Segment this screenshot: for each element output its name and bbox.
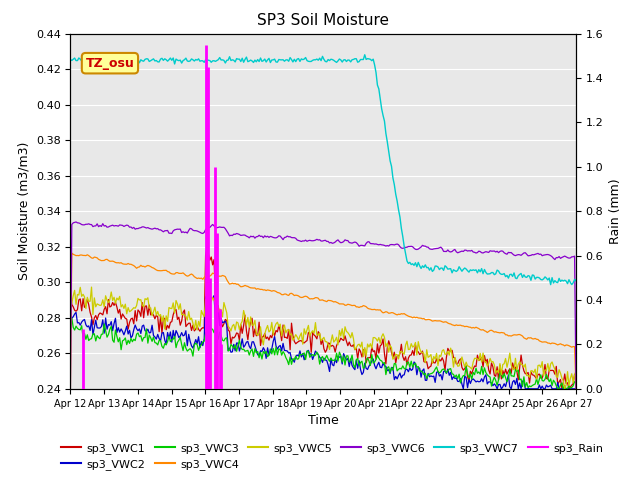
- Line: sp3_VWC3: sp3_VWC3: [70, 318, 576, 389]
- sp3_VWC7: [129, 60, 136, 65]
- sp3_VWC2: [460, 386, 467, 392]
- sp3_VWC1: [203, 244, 211, 250]
- sp3_VWC7: [243, 54, 250, 60]
- sp3_VWC2: [67, 321, 74, 327]
- Line: sp3_VWC4: sp3_VWC4: [70, 253, 576, 389]
- sp3_VWC4: [130, 263, 138, 268]
- sp3_VWC6: [244, 234, 252, 240]
- sp3_VWC2: [219, 320, 227, 326]
- sp3_VWC2: [244, 338, 252, 344]
- sp3_VWC3: [545, 379, 553, 384]
- sp3_VWC4: [219, 273, 227, 278]
- sp3_VWC4: [572, 386, 580, 392]
- Line: sp3_VWC6: sp3_VWC6: [70, 222, 576, 389]
- sp3_VWC2: [547, 383, 554, 388]
- sp3_VWC7: [67, 57, 74, 62]
- sp3_VWC1: [219, 324, 227, 330]
- sp3_VWC5: [130, 305, 138, 311]
- sp3_VWC4: [67, 386, 74, 392]
- sp3_VWC2: [289, 357, 297, 362]
- sp3_VWC1: [572, 374, 580, 380]
- sp3_VWC7: [572, 278, 580, 284]
- Text: TZ_osu: TZ_osu: [86, 57, 134, 70]
- sp3_VWC5: [236, 327, 243, 333]
- sp3_VWC6: [289, 235, 297, 240]
- sp3_VWC1: [545, 367, 553, 373]
- sp3_VWC7: [547, 282, 554, 288]
- sp3_VWC3: [219, 337, 227, 343]
- sp3_VWC3: [67, 325, 74, 331]
- sp3_VWC5: [561, 386, 568, 392]
- sp3_VWC4: [545, 340, 553, 346]
- sp3_VWC6: [236, 231, 243, 237]
- Legend: sp3_VWC1, sp3_VWC2, sp3_VWC3, sp3_VWC4, sp3_VWC5, sp3_VWC6, sp3_VWC7, sp3_Rain: sp3_VWC1, sp3_VWC2, sp3_VWC3, sp3_VWC4, …: [57, 438, 607, 474]
- sp3_VWC4: [289, 291, 297, 297]
- sp3_VWC2: [572, 386, 580, 392]
- sp3_VWC4: [236, 283, 243, 288]
- sp3_VWC5: [289, 337, 297, 343]
- sp3_VWC7: [234, 56, 242, 62]
- sp3_VWC1: [244, 337, 252, 343]
- sp3_VWC6: [130, 225, 138, 230]
- sp3_VWC6: [545, 252, 553, 258]
- sp3_VWC6: [572, 386, 580, 392]
- sp3_VWC5: [244, 314, 252, 320]
- sp3_VWC1: [129, 315, 136, 321]
- sp3_VWC7: [217, 57, 225, 63]
- sp3_VWC3: [556, 386, 563, 392]
- sp3_VWC4: [244, 284, 252, 289]
- sp3_VWC3: [236, 337, 243, 343]
- sp3_VWC7: [287, 57, 295, 62]
- Line: sp3_VWC2: sp3_VWC2: [70, 296, 576, 389]
- sp3_VWC3: [244, 348, 252, 353]
- Line: sp3_VWC1: sp3_VWC1: [70, 247, 576, 389]
- sp3_VWC6: [72, 219, 80, 225]
- sp3_VWC6: [67, 386, 74, 392]
- sp3_VWC1: [236, 337, 243, 343]
- sp3_VWC6: [219, 225, 227, 230]
- sp3_VWC5: [545, 369, 553, 374]
- sp3_VWC3: [130, 336, 138, 342]
- sp3_VWC5: [88, 284, 95, 290]
- sp3_VWC2: [210, 293, 218, 299]
- sp3_VWC7: [545, 275, 553, 281]
- Y-axis label: Soil Moisture (m3/m3): Soil Moisture (m3/m3): [17, 142, 30, 280]
- sp3_VWC1: [558, 386, 566, 392]
- Y-axis label: Rain (mm): Rain (mm): [609, 179, 622, 244]
- sp3_VWC7: [361, 52, 369, 58]
- sp3_VWC5: [67, 302, 74, 308]
- sp3_VWC3: [68, 315, 76, 321]
- X-axis label: Time: Time: [308, 414, 339, 427]
- sp3_VWC2: [236, 348, 243, 354]
- sp3_VWC3: [289, 356, 297, 361]
- Title: SP3 Soil Moisture: SP3 Soil Moisture: [257, 13, 389, 28]
- Line: sp3_VWC5: sp3_VWC5: [70, 287, 576, 389]
- sp3_VWC1: [289, 333, 297, 338]
- sp3_VWC2: [129, 333, 136, 339]
- Line: sp3_VWC7: sp3_VWC7: [70, 55, 576, 285]
- sp3_VWC4: [68, 250, 76, 256]
- sp3_VWC3: [572, 380, 580, 386]
- sp3_VWC5: [572, 368, 580, 373]
- sp3_VWC1: [67, 292, 74, 298]
- sp3_VWC5: [219, 314, 227, 320]
